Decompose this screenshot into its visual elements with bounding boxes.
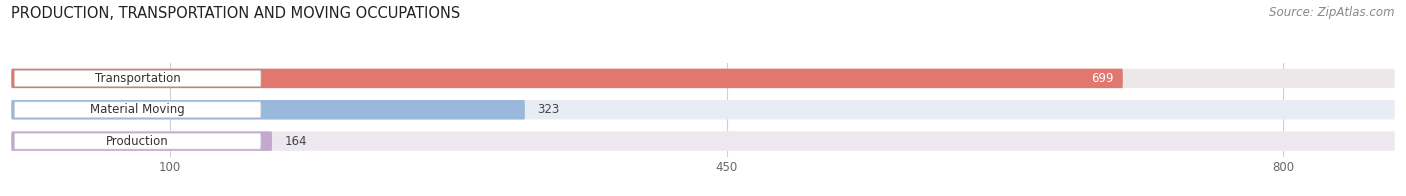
Text: Transportation: Transportation [94, 72, 180, 85]
FancyBboxPatch shape [14, 102, 262, 118]
FancyBboxPatch shape [14, 133, 262, 149]
Text: 699: 699 [1091, 72, 1114, 85]
Text: Production: Production [107, 135, 169, 148]
Text: 164: 164 [285, 135, 308, 148]
Text: Material Moving: Material Moving [90, 103, 186, 116]
FancyBboxPatch shape [14, 70, 262, 86]
FancyBboxPatch shape [11, 100, 524, 120]
FancyBboxPatch shape [11, 69, 1395, 88]
FancyBboxPatch shape [11, 69, 1123, 88]
FancyBboxPatch shape [11, 100, 1395, 120]
FancyBboxPatch shape [11, 131, 271, 151]
Text: Source: ZipAtlas.com: Source: ZipAtlas.com [1270, 6, 1395, 19]
Text: 323: 323 [537, 103, 560, 116]
FancyBboxPatch shape [11, 131, 1395, 151]
Text: PRODUCTION, TRANSPORTATION AND MOVING OCCUPATIONS: PRODUCTION, TRANSPORTATION AND MOVING OC… [11, 6, 461, 21]
